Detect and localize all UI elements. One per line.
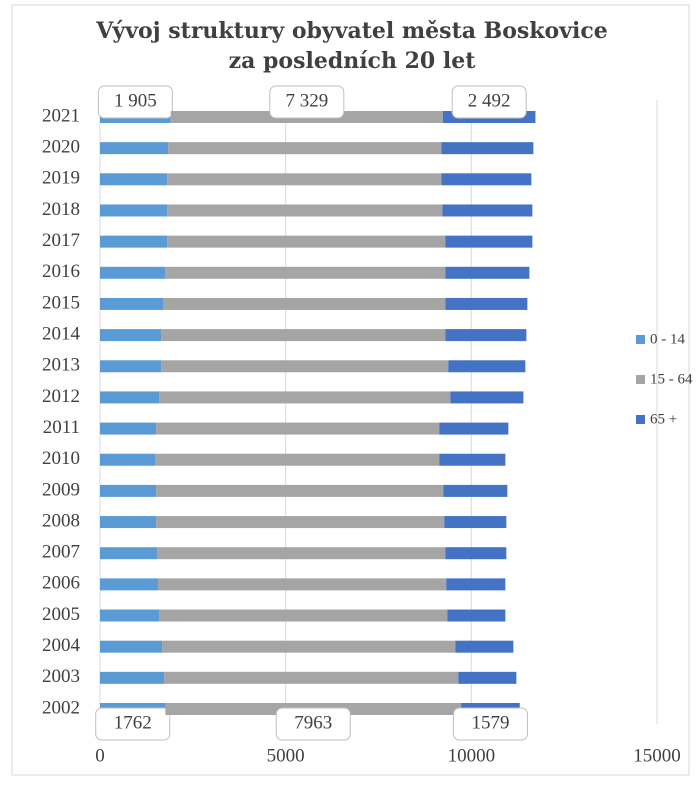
bar-segment xyxy=(163,297,446,310)
y-tick-label: 2020 xyxy=(42,137,80,158)
bar-segment xyxy=(441,142,534,155)
bar-segment xyxy=(445,547,507,560)
bar-segment xyxy=(100,329,162,342)
bar-segment xyxy=(156,484,444,497)
data-label: 1 905 xyxy=(114,90,157,111)
bar-segment xyxy=(167,204,443,217)
bar-segment xyxy=(164,671,459,684)
legend-label: 65 + xyxy=(650,411,677,427)
legend-swatch xyxy=(636,415,645,424)
y-tick-label: 2004 xyxy=(42,635,81,656)
x-tick-label: 10000 xyxy=(448,745,496,766)
y-tick-label: 2021 xyxy=(42,105,80,126)
data-label: 7963 xyxy=(294,712,332,733)
bar-segment xyxy=(444,516,507,529)
bar-segment xyxy=(100,297,164,310)
bar-segment xyxy=(100,484,157,497)
chart-title: za posledních 20 let xyxy=(229,48,477,74)
legend-swatch xyxy=(636,375,645,384)
y-tick-label: 2005 xyxy=(42,604,80,625)
y-tick-label: 2013 xyxy=(42,355,80,376)
bar-segment xyxy=(445,235,533,248)
x-tick-label: 5000 xyxy=(267,745,305,766)
legend-label: 0 - 14 xyxy=(650,331,685,347)
data-label: 7 329 xyxy=(285,90,328,111)
y-tick-label: 2002 xyxy=(42,697,80,718)
bar-segment xyxy=(442,204,533,217)
bar-segment xyxy=(100,609,160,622)
y-tick-label: 2018 xyxy=(42,199,80,220)
bar-segment xyxy=(100,360,162,373)
bar-segment xyxy=(100,173,168,186)
bar-segment xyxy=(100,671,165,684)
data-label-box xyxy=(451,85,527,119)
y-tick-label: 2010 xyxy=(42,448,80,469)
data-label-box xyxy=(275,707,351,741)
bar-segment xyxy=(100,391,160,404)
bar-segment xyxy=(445,297,528,310)
chart-title: Vývoj struktury obyvatel města Boskovice xyxy=(95,18,608,44)
y-tick-label: 2012 xyxy=(42,386,80,407)
bar-segment xyxy=(159,391,451,404)
y-tick-label: 2009 xyxy=(42,479,80,500)
bar-segment xyxy=(167,173,442,186)
bar-segment xyxy=(100,578,159,591)
bar-segment xyxy=(167,235,446,248)
x-tick-label: 15000 xyxy=(633,745,681,766)
bar-segment xyxy=(100,516,157,529)
bar-segment xyxy=(443,484,508,497)
data-label-box xyxy=(95,707,171,741)
bar-segment xyxy=(100,266,166,279)
y-tick-label: 2003 xyxy=(42,666,80,687)
bar-segment xyxy=(158,578,447,591)
bar-segment xyxy=(156,422,440,435)
bar-segment xyxy=(161,329,446,342)
bar-segment xyxy=(162,640,456,653)
bar-segment xyxy=(448,360,526,373)
data-label: 1579 xyxy=(471,712,509,733)
y-tick-label: 2007 xyxy=(42,542,80,563)
data-label-box xyxy=(97,85,173,119)
bar-segment xyxy=(100,142,169,155)
bar-segment xyxy=(100,640,163,653)
data-label: 2 492 xyxy=(468,90,511,111)
bar-segment xyxy=(168,142,442,155)
y-tick-label: 2014 xyxy=(42,323,81,344)
data-label-box xyxy=(452,707,528,741)
bar-segment xyxy=(100,204,168,217)
bar-segment xyxy=(155,453,440,466)
bar-segment xyxy=(100,547,158,560)
legend-label: 15 - 64 xyxy=(650,371,693,387)
bar-segment xyxy=(100,235,168,248)
y-tick-label: 2015 xyxy=(42,292,80,313)
bar-segment xyxy=(161,360,449,373)
legend-swatch xyxy=(636,335,645,344)
bar-segment xyxy=(441,173,532,186)
bar-segment xyxy=(100,422,157,435)
bar-segment xyxy=(445,329,527,342)
y-tick-label: 2016 xyxy=(42,261,80,282)
bar-segment xyxy=(450,391,524,404)
data-label-box xyxy=(269,85,345,119)
y-tick-label: 2011 xyxy=(43,417,80,438)
bar-segment xyxy=(455,640,514,653)
bar-segment xyxy=(445,266,530,279)
bar-segment xyxy=(439,453,506,466)
bar-segment xyxy=(156,516,445,529)
bar-segment xyxy=(165,266,446,279)
x-tick-label: 0 xyxy=(95,745,105,766)
bar-segment xyxy=(159,609,448,622)
y-tick-label: 2006 xyxy=(42,573,80,594)
y-tick-label: 2017 xyxy=(42,230,80,251)
y-tick-label: 2008 xyxy=(42,510,80,531)
data-label: 1762 xyxy=(114,712,152,733)
bar-segment xyxy=(100,453,156,466)
y-tick-label: 2019 xyxy=(42,168,80,189)
bar-segment xyxy=(439,422,509,435)
bar-segment xyxy=(446,578,506,591)
bar-segment xyxy=(458,671,517,684)
bar-segment xyxy=(447,609,506,622)
bar-segment xyxy=(157,547,446,560)
